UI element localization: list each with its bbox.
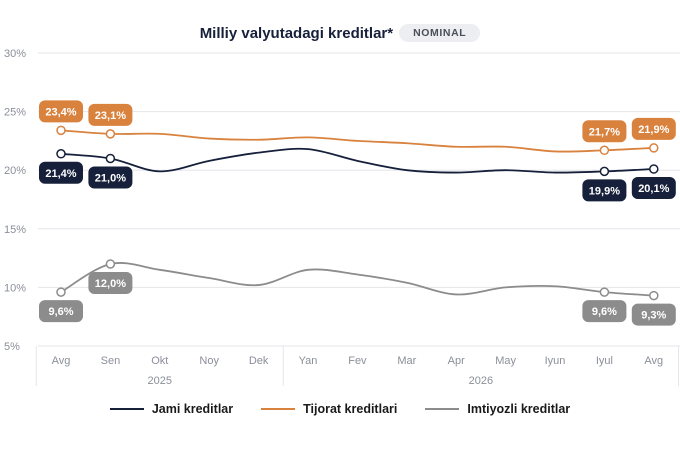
data-label-jami: 20,1% xyxy=(638,183,669,195)
data-label-box-jami xyxy=(88,166,133,189)
data-point-tijorat xyxy=(105,129,116,139)
data-point-jami xyxy=(105,153,116,164)
legend-label-imtiyozli: Imtiyozli kreditlar xyxy=(467,402,571,416)
data-point-jami xyxy=(649,164,659,174)
x-tick-label: Okt xyxy=(151,355,168,367)
y-tick-label: 30% xyxy=(4,48,26,60)
year-label: 2026 xyxy=(469,375,493,387)
x-tick-label: Apr xyxy=(448,355,465,367)
data-point-tijorat xyxy=(56,125,66,136)
data-point-imtiyozli xyxy=(649,290,659,301)
data-label-tijorat: 21,7% xyxy=(589,126,620,138)
year-label: 2025 xyxy=(148,375,172,387)
legend-item-tijorat[interactable]: Tijorat kreditlari xyxy=(261,402,397,416)
data-label-box-tijorat xyxy=(582,120,627,143)
series-line-tijorat xyxy=(60,129,654,153)
data-label-box-imtiyozli xyxy=(631,303,676,326)
x-tick-label: Avg xyxy=(644,355,663,367)
y-tick-label: 15% xyxy=(4,224,26,236)
data-label-box-tijorat xyxy=(631,117,676,140)
data-label-box-jami xyxy=(582,179,627,202)
x-tick-label: Sen xyxy=(101,355,121,367)
x-tick-label: Dek xyxy=(249,355,269,367)
legend: Jami kreditlar Tijorat kreditlari Imtiyo… xyxy=(0,402,680,416)
data-label-tijorat: 21,9% xyxy=(638,124,669,136)
data-label-box-tijorat xyxy=(88,103,133,126)
data-label-tijorat: 23,4% xyxy=(45,106,76,118)
data-label-box-jami xyxy=(631,177,676,200)
legend-label-jami: Jami kreditlar xyxy=(151,402,234,416)
data-label-jami: 19,9% xyxy=(589,185,620,197)
data-point-imtiyozli xyxy=(599,287,610,297)
x-tick-label: Fev xyxy=(348,355,367,367)
x-tick-label: Mar xyxy=(397,355,416,367)
y-tick-label: 20% xyxy=(4,165,26,177)
data-label-imtiyozli: 12,0% xyxy=(95,278,126,290)
y-tick-label: 25% xyxy=(4,107,26,119)
series-line-imtiyozli xyxy=(60,262,654,297)
data-point-jami xyxy=(599,166,610,177)
x-tick-label: Iyun xyxy=(545,355,566,367)
x-tick-label: Iyul xyxy=(596,355,613,367)
data-label-box-imtiyozli xyxy=(39,300,83,323)
data-point-tijorat xyxy=(599,145,610,156)
chart-title: Milliy valyutadagi kreditlar* xyxy=(199,24,394,42)
data-label-imtiyozli: 9,3% xyxy=(641,310,666,322)
data-label-imtiyozli: 9,6% xyxy=(592,306,617,318)
data-label-box-imtiyozli xyxy=(582,300,627,323)
data-label-jami: 21,0% xyxy=(95,172,126,184)
x-tick-label: May xyxy=(495,355,516,367)
data-label-tijorat: 23,1% xyxy=(95,110,126,122)
data-point-imtiyozli xyxy=(105,259,116,269)
legend-swatch-imtiyozli xyxy=(425,408,460,410)
x-tick-label: Avg xyxy=(52,355,71,367)
series-line-jami xyxy=(60,147,654,174)
data-label-box-tijorat xyxy=(39,100,83,123)
legend-label-tijorat: Tijorat kreditlari xyxy=(303,402,398,416)
data-label-box-imtiyozli xyxy=(88,271,133,294)
data-point-jami xyxy=(56,149,66,159)
y-tick-label: 5% xyxy=(4,341,20,353)
data-label-jami: 21,4% xyxy=(45,168,76,180)
data-label-imtiyozli: 9,6% xyxy=(48,306,73,318)
legend-swatch-tijorat xyxy=(261,408,296,410)
legend-item-jami[interactable]: Jami kreditlar xyxy=(109,402,234,416)
data-point-imtiyozli xyxy=(56,287,66,297)
title-row: Milliy valyutadagi kreditlar* NOMINAL xyxy=(0,24,680,42)
legend-swatch-jami xyxy=(109,408,144,410)
legend-item-imtiyozli[interactable]: Imtiyozli kreditlar xyxy=(425,402,570,416)
x-tick-label: Noy xyxy=(199,355,219,367)
nominal-badge[interactable]: NOMINAL xyxy=(399,24,481,42)
data-point-tijorat xyxy=(649,143,659,153)
y-tick-label: 10% xyxy=(4,282,26,294)
x-tick-label: Yan xyxy=(299,355,318,367)
data-label-box-jami xyxy=(39,161,83,184)
